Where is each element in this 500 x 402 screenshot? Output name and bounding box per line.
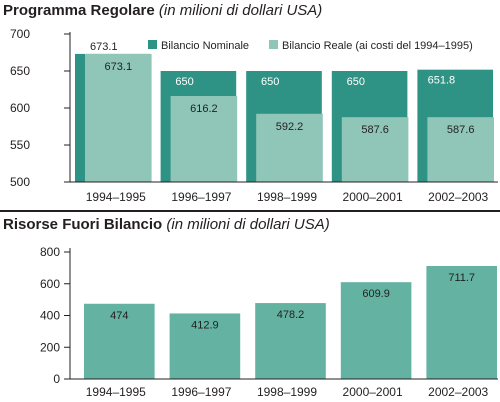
data-label-reale: 673.1	[105, 61, 133, 73]
regular-programme-chart: 700 650 600 550 500 673.1 673.1 1994–1995 650 616…	[10, 27, 498, 204]
x-tick-label: 2002–2003	[428, 190, 488, 204]
data-label-reale: 616.2	[190, 103, 218, 115]
data-label-nominal: 650	[175, 76, 193, 88]
extrabudgetary-panel: 800 600 400 200 0 474 1994–1995 412.9 1996–1997 4…	[0, 210, 500, 402]
data-label: 412.9	[191, 319, 219, 331]
bar-reale	[341, 117, 409, 182]
data-label-nominal: 650	[261, 76, 279, 88]
y-tick-label: 0	[53, 372, 60, 386]
chart-subtitle: (in milioni di dollari USA)	[158, 2, 323, 19]
x-tick-label: 2000–2001	[343, 385, 403, 399]
bar	[340, 282, 412, 379]
data-label-nominal: 650	[347, 76, 365, 88]
x-tick-label: 1998–1999	[257, 385, 317, 399]
bar-reale	[170, 96, 238, 182]
y-tick-label: 500	[10, 175, 30, 189]
x-tick-label: 1994–1995	[86, 190, 146, 204]
y-tick-label: 600	[40, 277, 60, 291]
data-label-reale: 587.6	[447, 124, 475, 136]
data-label-reale: 587.6	[361, 124, 389, 136]
legend-swatch-nominal	[148, 40, 157, 49]
regular-programme-title: Programma Regolare (in milioni di dollar…	[3, 2, 322, 19]
data-label: 609.9	[362, 288, 390, 300]
legend-label-nominal: Bilancio Nominale	[161, 40, 249, 52]
y-tick-label: 550	[10, 138, 30, 152]
x-tick-label: 1996–1997	[171, 190, 231, 204]
y-tick-label: 800	[40, 245, 60, 259]
y-tick-label: 600	[10, 101, 30, 115]
bar-reale	[85, 53, 152, 182]
chart-subtitle: (in milioni di dollari USA)	[166, 216, 330, 233]
y-tick-label: 200	[40, 340, 60, 354]
extrabudgetary-chart: 800 600 400 200 0 474 1994–1995 412.9 1996–1997 4…	[40, 245, 498, 399]
chart-title: Risorse Fuori Bilancio	[3, 216, 163, 233]
legend-swatch-reale	[269, 40, 278, 49]
x-tick-label: 2002–2003	[428, 385, 488, 399]
data-label-nominal: 651.8	[428, 75, 456, 87]
x-tick-label: 2000–2001	[343, 190, 403, 204]
bar	[255, 303, 326, 379]
bar	[84, 303, 155, 379]
y-tick-label: 400	[40, 309, 60, 323]
bar-reale	[427, 117, 494, 182]
extrabudgetary-title: Risorse Fuori Bilancio (in milioni di do…	[3, 216, 330, 233]
chart-title: Programma Regolare	[3, 2, 155, 19]
data-label: 711.7	[448, 272, 475, 284]
data-label-reale: 592.2	[276, 121, 304, 133]
data-label: 478.2	[277, 309, 305, 321]
data-label: 474	[110, 310, 128, 322]
legend-label-reale: Bilancio Reale (ai costi del 1994–1995)	[282, 40, 473, 52]
x-tick-label: 1996–1997	[171, 385, 231, 399]
data-label-nominal: 673.1	[90, 41, 118, 53]
x-tick-label: 1998–1999	[257, 190, 317, 204]
bar	[169, 313, 241, 379]
y-tick-label: 700	[10, 27, 30, 41]
bar	[426, 266, 497, 379]
y-tick-label: 650	[10, 64, 30, 78]
regular-programme-panel: 700 650 600 550 500 673.1 673.1 1994–1995 650 616…	[3, 2, 498, 204]
bar-reale	[256, 113, 323, 182]
x-tick-label: 1994–1995	[86, 385, 146, 399]
